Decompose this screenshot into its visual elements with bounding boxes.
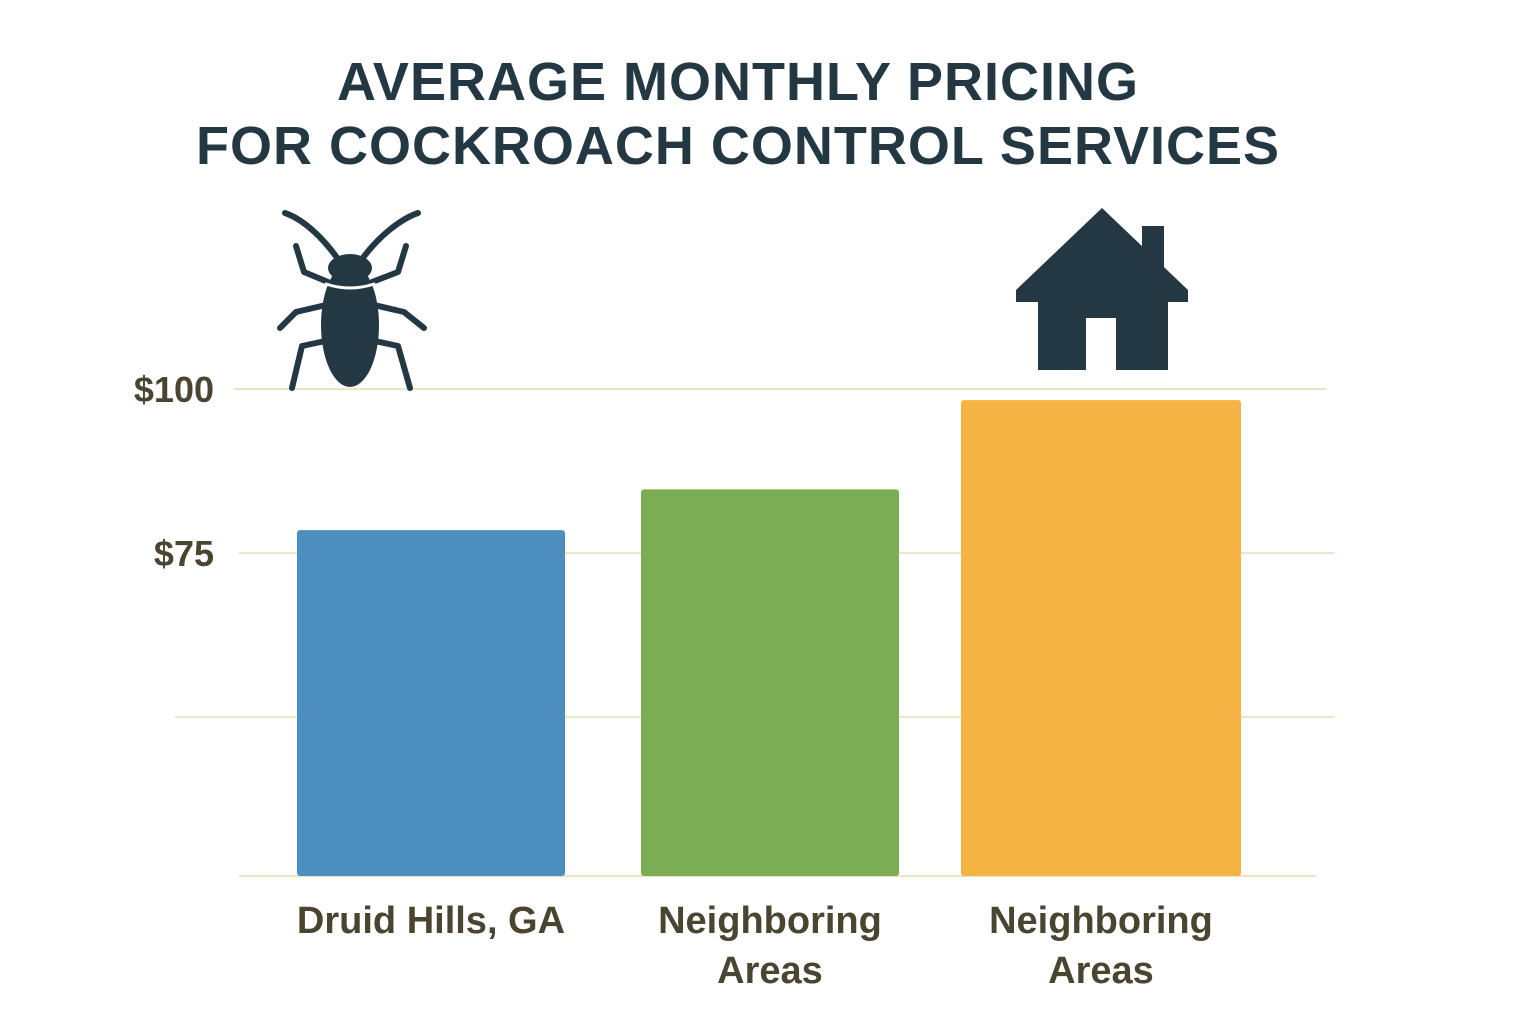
x-category-label: Neighboring Areas [989, 900, 1213, 992]
chart-title-line-2: FOR COCKROACH CONTROL SERVICES [195, 116, 1281, 176]
bar [961, 400, 1241, 876]
chart-title: AVERAGE MONTHLY PRICING FOR COCKROACH CO… [0, 50, 1476, 178]
bar [297, 530, 565, 876]
x-category-label: Neighboring Areas [658, 900, 882, 992]
x-category-label: Druid Hills, GA [297, 900, 565, 942]
house-icon [1016, 208, 1188, 370]
x-axis-category-labels: Druid Hills, GA Neighboring Areas Neighbori… [297, 900, 1213, 992]
y-axis-tick-labels: $100 $75 [134, 369, 214, 574]
bars [297, 400, 1241, 876]
y-tick-label: $100 [134, 369, 214, 410]
y-tick-label: $75 [154, 533, 214, 574]
cockroach-icon [277, 210, 427, 391]
bar [641, 489, 899, 876]
chart-title-line-1: AVERAGE MONTHLY PRICING [336, 52, 1140, 112]
